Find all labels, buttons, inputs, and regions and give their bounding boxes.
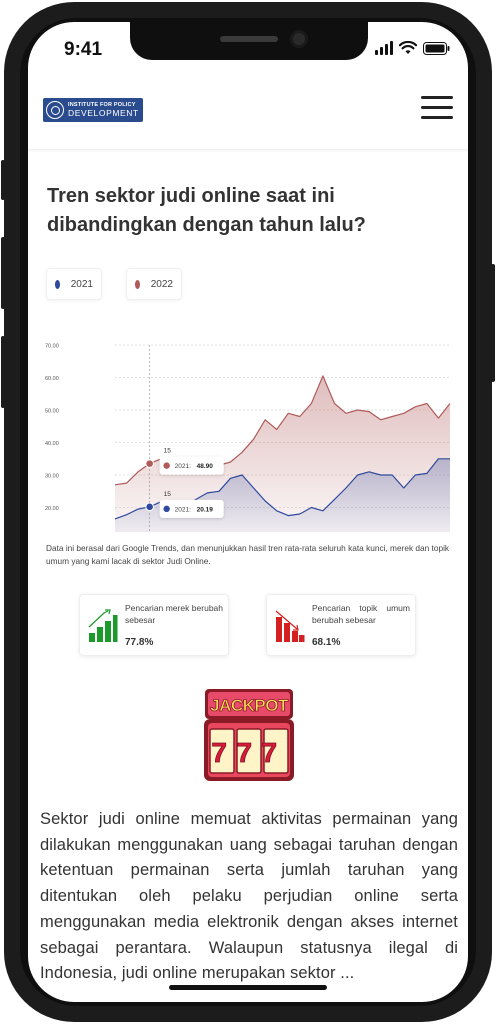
hover-point-2022 (145, 459, 154, 468)
speaker-grille (220, 36, 278, 42)
legend-2022[interactable]: 2022 (126, 268, 182, 300)
battery-icon (423, 42, 450, 55)
stat-value-topic: 68.1% (312, 637, 341, 648)
ipd-logo[interactable]: INSTITUTE FOR POLICY DEVELOPMENT (43, 98, 143, 122)
y-tick-label: 40.00 (45, 441, 59, 447)
tooltip-dot-2022 (163, 462, 170, 469)
side-button-left-2 (1, 237, 5, 309)
side-button-left-1 (1, 160, 5, 200)
tooltip-value-2021: 20.19 (197, 506, 214, 513)
camera-notch (130, 22, 368, 60)
stat-card-brand: Pencarian merek berubah sebesar 77.8% (79, 594, 229, 656)
y-tick-label: 50.00 (45, 409, 59, 415)
hover-point-2021 (145, 502, 154, 512)
y-tick-label: 20.00 (45, 506, 59, 512)
stat-label-brand: Pencarian merek berubah sebesar (125, 603, 223, 625)
legend-label-2021: 2021 (70, 278, 93, 290)
y-tick-label: 60.00 (45, 376, 59, 382)
hamburger-menu-icon[interactable] (421, 96, 455, 122)
legend-2021[interactable]: 2021 (46, 268, 102, 300)
tooltip-value-2022: 48.90 (197, 463, 214, 470)
legend-label-2022: 2022 (150, 278, 173, 290)
chart-caption: Data ini berasal dari Google Trends, dan… (46, 543, 450, 566)
logo-text: INSTITUTE FOR POLICY DEVELOPMENT (68, 101, 139, 118)
tooltip-label-2022: 2021: (175, 463, 191, 470)
jackpot-banner-text: JACKPOT (210, 696, 289, 715)
tooltip-box-2022 (159, 456, 224, 475)
section-title: Tren sektor judi online saat ini dibandi… (47, 185, 366, 236)
status-icons (375, 41, 450, 55)
side-button-left-3 (1, 336, 5, 408)
stat-value-brand: 77.8% (125, 637, 154, 648)
tooltip-box-2021 (159, 499, 224, 518)
home-indicator[interactable] (169, 985, 327, 990)
status-time: 9:41 (64, 39, 103, 60)
logo-line2: DEVELOPMENT (68, 108, 139, 118)
tooltip-count-2021: 15 (164, 491, 172, 498)
logo-line1: INSTITUTE FOR POLICY (68, 101, 136, 108)
trend-area-chart: 70.0060.0050.0040.0030.0020.0010.0015202… (45, 344, 451, 532)
screen: 9:41 INSTITUTE FOR POLICY DEVELOPMENT (28, 22, 468, 1002)
jackpot-digits: 777 (211, 737, 286, 768)
wifi-icon (399, 41, 417, 54)
legend-dot-2022 (135, 279, 140, 289)
site-header: INSTITUTE FOR POLICY DEVELOPMENT (28, 70, 468, 150)
tooltip-dot-2021 (163, 505, 170, 513)
y-tick-label: 30.00 (45, 474, 59, 480)
side-button-right (491, 264, 495, 382)
bar-chart-down-icon (275, 610, 305, 642)
stat-label-topic: Pencarian topik umum berubah sebesar (312, 603, 410, 625)
jackpot-slot-machine-icon: JACKPOT 777 (204, 689, 294, 781)
y-tick-label: 70.00 (45, 344, 59, 350)
legend-dot-2021 (55, 279, 60, 289)
tooltip-count-2022: 15 (164, 448, 172, 455)
article-body: Sektor judi online memuat aktivitas perm… (40, 810, 458, 983)
tooltip-label-2021: 2021: (175, 506, 191, 513)
cellular-signal-icon (375, 41, 393, 55)
logo-emblem-icon (46, 101, 64, 119)
stat-card-topic: Pencarian topik umum berubah sebesar 68.… (266, 594, 416, 656)
bar-chart-up-icon (88, 609, 118, 642)
front-camera-icon (290, 30, 308, 48)
